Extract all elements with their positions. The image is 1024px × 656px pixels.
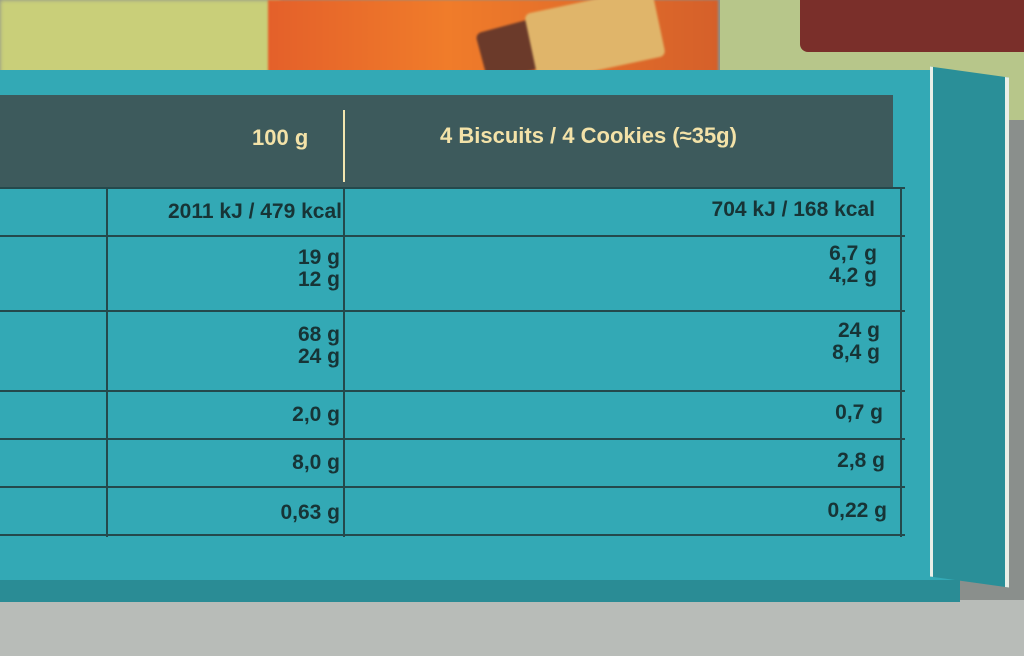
header-divider xyxy=(343,110,345,182)
table-row: 19 g 12 g 6,7 g 4,2 g xyxy=(0,235,905,312)
header-per-100g: 100 g xyxy=(252,125,309,150)
background-package-label xyxy=(800,0,1024,52)
column-divider xyxy=(106,187,108,537)
per100-value: 12 g xyxy=(297,268,340,291)
portion-value: 0,7 g xyxy=(835,401,883,424)
per100-value: 24 g xyxy=(297,345,340,368)
column-divider xyxy=(900,187,902,537)
portion-value: 8,4 g xyxy=(832,341,880,364)
per100-value: 2,0 g xyxy=(292,403,340,426)
per100-value: 0,63 g xyxy=(280,501,340,524)
table-row: 8,0 g 2,8 g xyxy=(0,440,905,488)
portion-value: 2,8 g xyxy=(837,449,885,472)
table-row: 0,63 g 0,22 g xyxy=(0,488,905,536)
portion-value: 704 kJ / 168 kcal xyxy=(711,198,875,221)
nutrition-table-header xyxy=(0,95,893,187)
nutrition-table: 2011 kJ / 479 kcal 704 kJ / 168 kcal 19 … xyxy=(0,187,905,536)
header-per-portion: 4 Biscuits / 4 Cookies (≈35g) xyxy=(440,123,737,148)
box-bottom-edge xyxy=(0,580,960,602)
portion-value: 6,7 g xyxy=(829,242,877,265)
table-row: 2,0 g 0,7 g xyxy=(0,392,905,440)
column-divider xyxy=(343,187,345,537)
portion-value: 4,2 g xyxy=(829,264,877,287)
table-row: 68 g 24 g 24 g 8,4 g xyxy=(0,312,905,392)
per100-value: 8,0 g xyxy=(292,451,340,474)
per100-value: 2011 kJ / 479 kcal xyxy=(168,200,342,223)
table-row: 2011 kJ / 479 kcal 704 kJ / 168 kcal xyxy=(0,187,905,237)
per100-value: 68 g xyxy=(297,323,340,346)
box-side-flap xyxy=(930,66,1009,588)
per100-value: 19 g xyxy=(297,246,340,269)
background-surface xyxy=(0,600,1024,656)
portion-value: 0,22 g xyxy=(827,499,887,522)
portion-value: 24 g xyxy=(837,319,880,342)
